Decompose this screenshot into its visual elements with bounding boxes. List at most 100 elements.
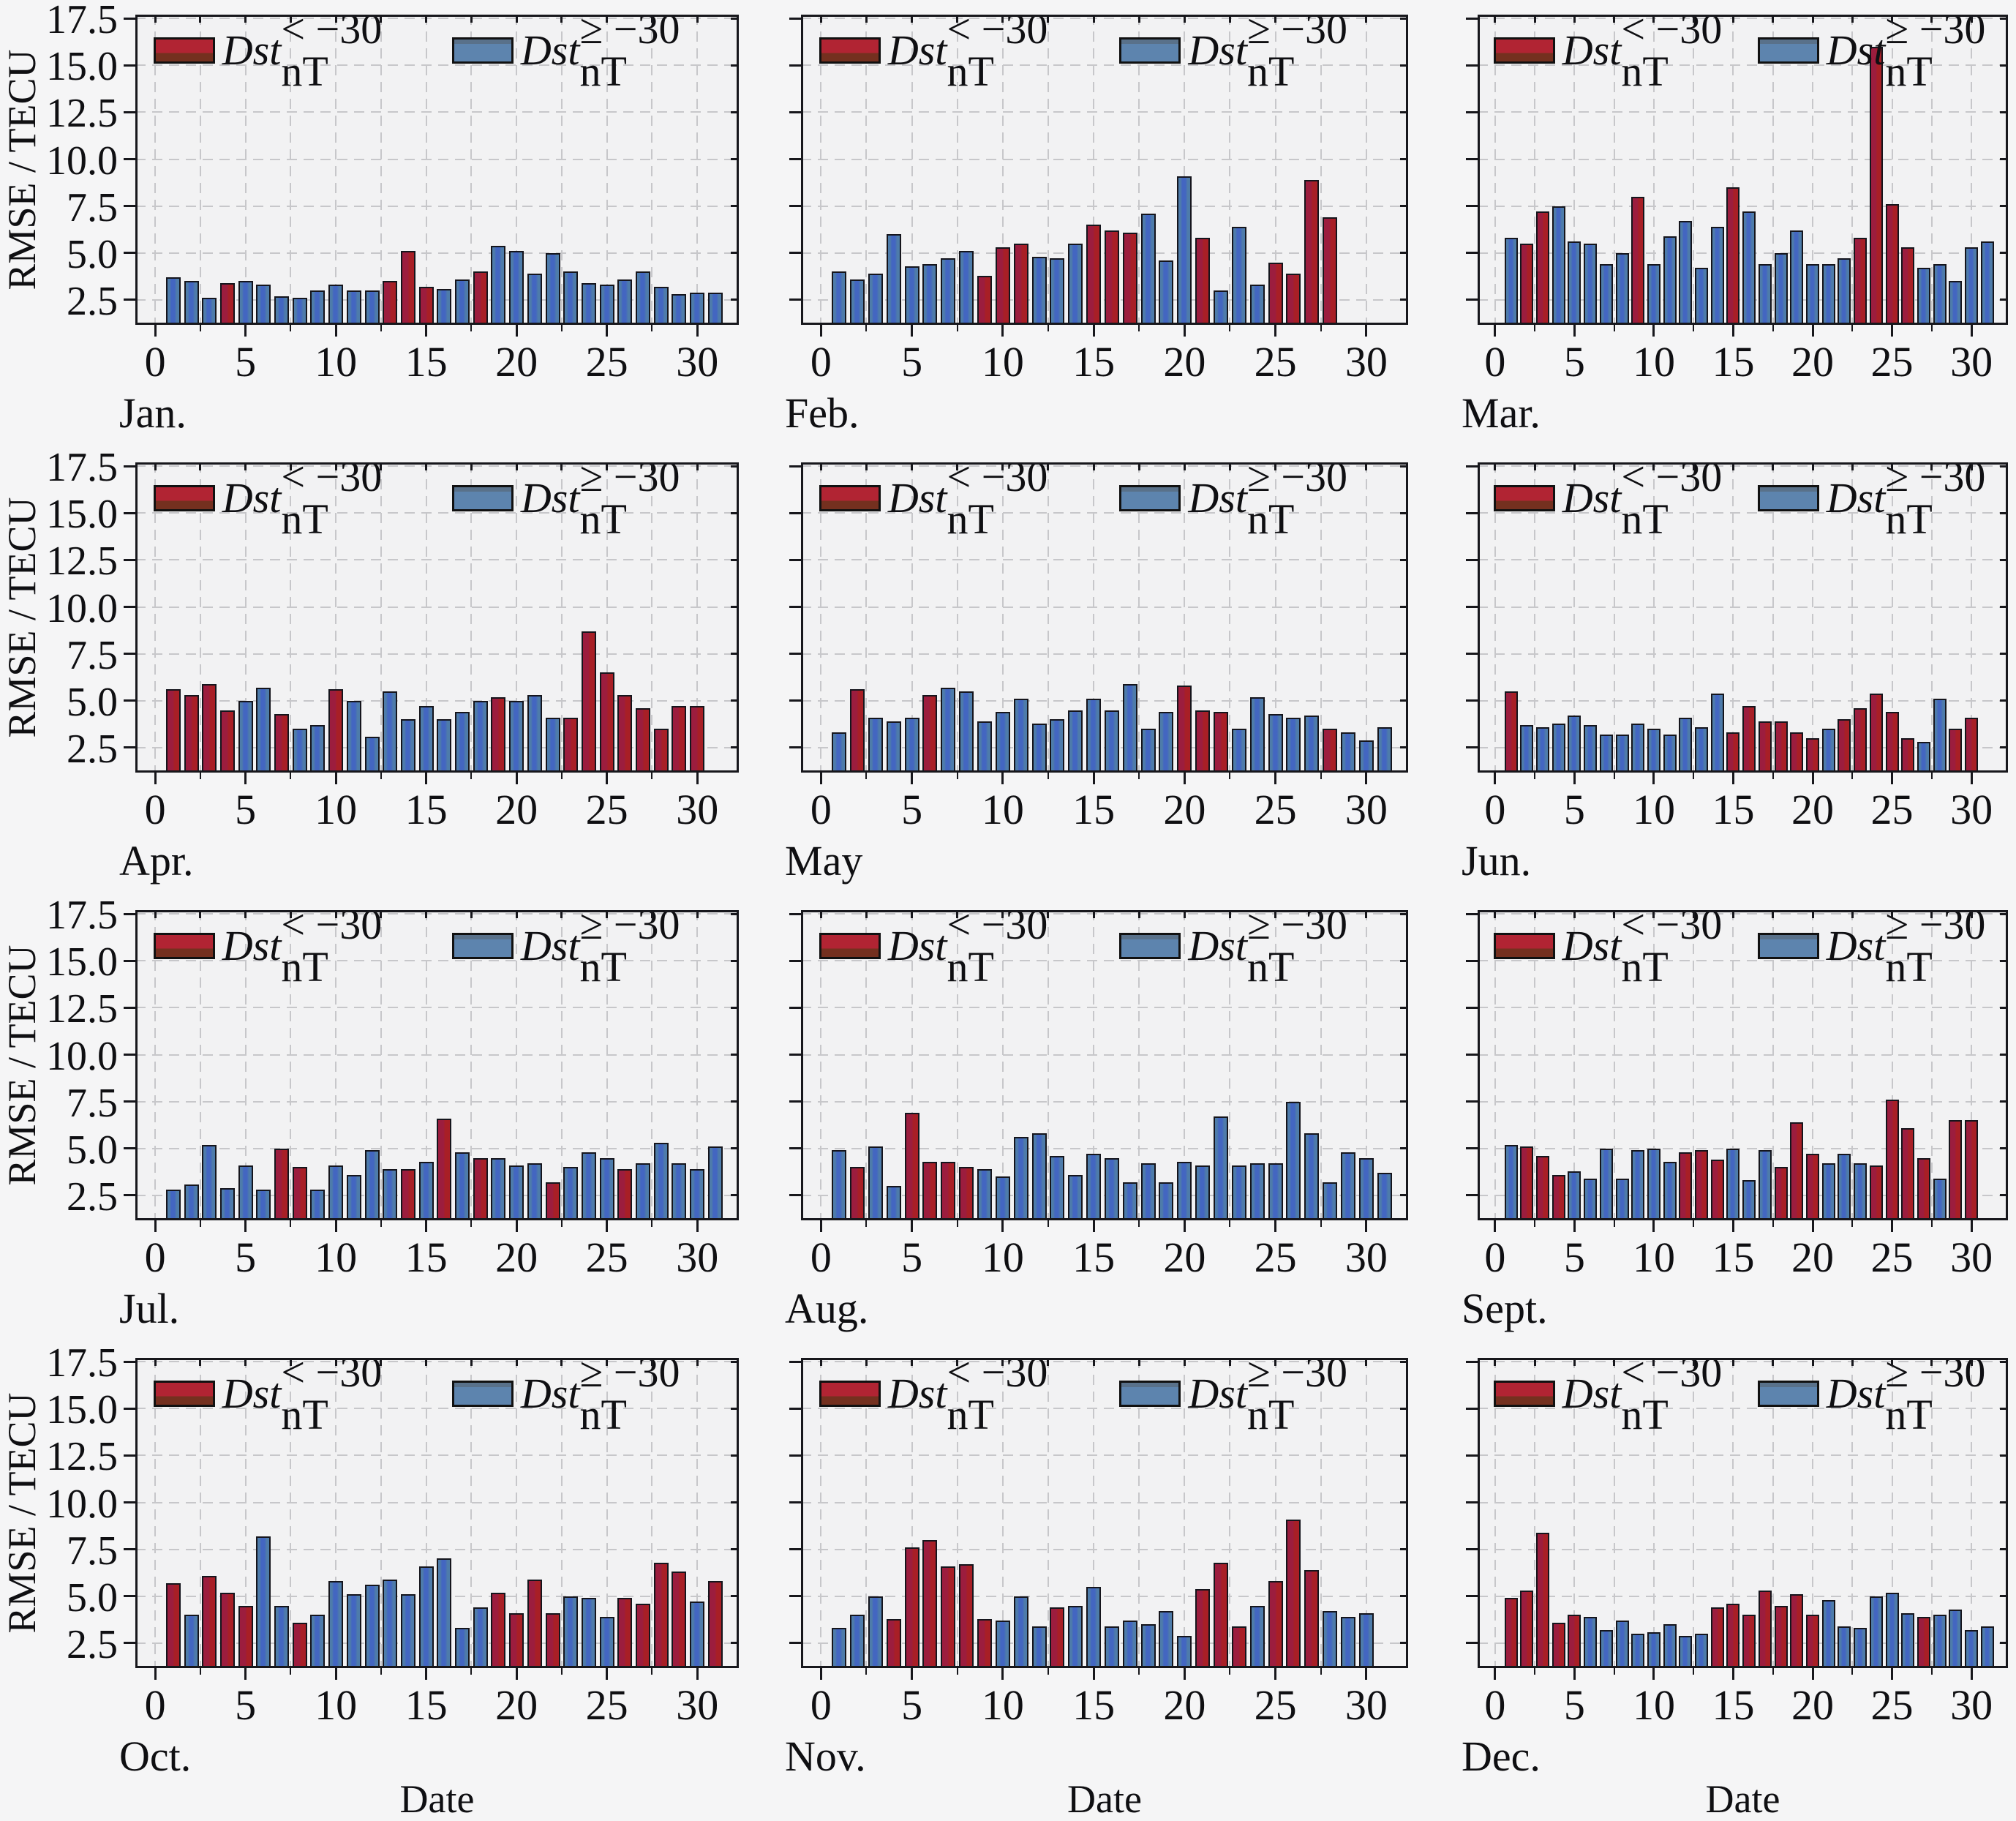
gridline-v xyxy=(560,462,563,773)
gridline-v xyxy=(1229,462,1231,773)
axis-tick-top xyxy=(1494,15,1497,23)
axis-tick-right xyxy=(731,1407,739,1410)
axis-tick-top xyxy=(1365,15,1368,23)
gridline-v xyxy=(560,910,563,1220)
month-label-oct: Oct. xyxy=(119,1732,192,1780)
x-tick-label: 30 xyxy=(676,786,719,833)
axis-tick-x xyxy=(334,773,337,784)
axis-tick-right xyxy=(2000,1454,2008,1457)
bar-aug-21 xyxy=(1195,1165,1211,1220)
bar-sept-19 xyxy=(1790,1122,1804,1220)
x-tick-label: 0 xyxy=(144,786,166,833)
gridline-v xyxy=(560,15,563,325)
bar-aug-2 xyxy=(850,1167,865,1220)
bar-jun-27 xyxy=(1917,742,1930,773)
bar-jul-5 xyxy=(238,1165,253,1220)
axis-tick-top xyxy=(1891,910,1894,918)
bar-nov-8 xyxy=(959,1564,974,1668)
axis-tick-top xyxy=(1891,462,1894,470)
x-tick-label: 20 xyxy=(1791,1234,1834,1281)
month-label-apr: Apr. xyxy=(119,837,194,885)
bar-mar-24 xyxy=(1869,46,1883,325)
panel-jan: Dst < −30 nT Dst ≥ −30 nT xyxy=(135,8,739,325)
bar-oct-29 xyxy=(672,1572,687,1668)
gridline-h xyxy=(801,653,1408,655)
axis-tick-right xyxy=(731,1054,739,1056)
month-label-jul: Jul. xyxy=(119,1285,180,1332)
bar-jan-5 xyxy=(238,281,253,325)
x-tick-label: 30 xyxy=(1344,1681,1388,1729)
gridline-h xyxy=(1478,205,2008,207)
bar-may-4 xyxy=(886,721,901,773)
axis-tick-y xyxy=(1466,1054,1478,1056)
x-tick-label: 0 xyxy=(144,1234,166,1281)
axis-tick-x xyxy=(1731,1668,1734,1680)
axis-tick-top xyxy=(1228,910,1231,918)
bar-oct-20 xyxy=(509,1612,524,1668)
bar-nov-26 xyxy=(1286,1519,1301,1668)
axis-tick-x-minor xyxy=(1138,325,1140,331)
bar-feb-6 xyxy=(922,264,938,325)
bar-may-11 xyxy=(1013,699,1028,773)
bar-feb-12 xyxy=(1031,256,1047,325)
bar-feb-2 xyxy=(850,279,865,325)
x-tick-label: 0 xyxy=(810,1681,832,1729)
bar-apr-2 xyxy=(184,695,199,773)
axis-tick-right xyxy=(1400,158,1408,160)
x-tick-label: 15 xyxy=(1072,1681,1116,1729)
axis-tick-x xyxy=(1183,1668,1186,1680)
x-tick-label: 30 xyxy=(676,338,719,386)
axis-tick-right xyxy=(731,1548,739,1551)
bar-nov-12 xyxy=(1031,1626,1047,1668)
bar-jun-25 xyxy=(1885,712,1899,773)
axis-tick-right xyxy=(1400,1595,1408,1598)
bar-jan-9 xyxy=(310,290,326,325)
axis-tick-x-minor xyxy=(1851,325,1854,331)
bar-mar-18 xyxy=(1774,252,1788,325)
gridline-h xyxy=(135,465,739,468)
axis-tick-x-minor xyxy=(1047,773,1049,779)
axis-tick-x xyxy=(1494,1220,1497,1232)
gridline-v xyxy=(154,910,157,1220)
panel-oct: Dst < −30 nT Dst ≥ −30 nT xyxy=(135,1351,739,1668)
gridline-h xyxy=(801,1100,1408,1103)
axis-tick-top xyxy=(1001,1358,1004,1366)
bar-mar-28 xyxy=(1933,264,1947,325)
legend-swatch-quiet-icon xyxy=(451,933,514,959)
bar-nov-27 xyxy=(1304,1569,1320,1668)
x-tick-label: 10 xyxy=(981,1681,1024,1729)
axis-tick-top xyxy=(1772,15,1775,23)
bar-apr-4 xyxy=(219,710,235,773)
gridline-v xyxy=(470,15,473,325)
gridline-v xyxy=(1851,462,1854,773)
axis-tick-top xyxy=(606,1358,609,1366)
gridline-h xyxy=(1478,64,2008,67)
axis-tick-y xyxy=(1466,1360,1478,1363)
axis-tick-y xyxy=(1466,1407,1478,1410)
axis-tick-top xyxy=(1930,1358,1933,1366)
axis-tick-y xyxy=(1466,1454,1478,1457)
bar-jul-20 xyxy=(509,1165,524,1220)
bar-oct-30 xyxy=(690,1602,705,1668)
x-tick-label: 25 xyxy=(1254,786,1297,833)
x-tick-label: 25 xyxy=(585,786,628,833)
axis-tick-x xyxy=(1494,773,1497,784)
legend-label-quiet-dst: Dst xyxy=(520,474,580,522)
axis-tick-top xyxy=(1001,910,1004,918)
bar-dec-30 xyxy=(1965,1629,1979,1668)
gridline-h xyxy=(135,960,739,962)
gridline-v xyxy=(1573,15,1576,325)
bar-dec-7 xyxy=(1599,1629,1613,1668)
gridline-v xyxy=(154,1358,157,1668)
axis-tick-x xyxy=(334,1668,337,1680)
axis-tick-x xyxy=(1001,325,1004,337)
bar-feb-28 xyxy=(1323,217,1338,325)
bar-apr-6 xyxy=(256,687,271,773)
axis-tick-top xyxy=(199,462,202,470)
axis-tick-y xyxy=(124,110,135,113)
axis-tick-x xyxy=(606,1668,609,1680)
axis-tick-top xyxy=(1930,910,1933,918)
bar-jul-2 xyxy=(184,1184,199,1220)
bar-apr-27 xyxy=(636,708,651,773)
bar-oct-4 xyxy=(219,1592,235,1668)
